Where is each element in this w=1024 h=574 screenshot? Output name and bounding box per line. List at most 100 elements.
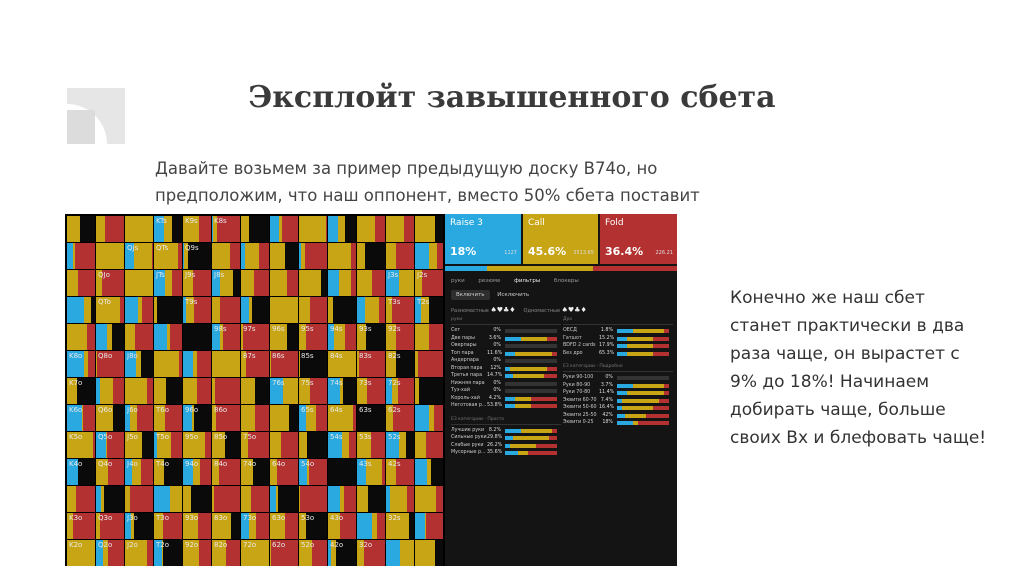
hand-cell[interactable]: 43s: [357, 459, 386, 486]
hand-cell[interactable]: 84s: [328, 351, 357, 378]
hand-cell[interactable]: [67, 216, 96, 243]
hand-cell[interactable]: K6o: [67, 405, 96, 432]
hand-cell[interactable]: 97s: [241, 324, 270, 351]
stats-row[interactable]: Оверпары 0%: [451, 342, 561, 350]
hand-cell[interactable]: [125, 486, 154, 513]
hand-cell[interactable]: Q2o: [96, 540, 125, 566]
hand-cell[interactable]: [212, 243, 241, 270]
suit-icons-suited[interactable]: ♠♥♣♦: [561, 306, 587, 314]
stats-row[interactable]: Без дро 65.3%: [563, 350, 673, 358]
hand-cell[interactable]: [328, 270, 357, 297]
hand-cell[interactable]: Q3o: [96, 513, 125, 540]
hand-cell[interactable]: [154, 351, 183, 378]
hand-cell[interactable]: 52s: [386, 432, 415, 459]
hand-cell[interactable]: [386, 216, 415, 243]
hand-cell[interactable]: [125, 297, 154, 324]
hand-cell[interactable]: J3s: [386, 270, 415, 297]
hand-cell[interactable]: T9s: [183, 297, 212, 324]
hand-cell[interactable]: J8o: [125, 351, 154, 378]
hand-cell[interactable]: 42s: [386, 459, 415, 486]
stats-row[interactable]: Гатшот 15.2%: [563, 335, 673, 343]
hand-cell[interactable]: [241, 486, 270, 513]
hand-cell[interactable]: [183, 486, 212, 513]
hand-cell[interactable]: QTs: [154, 243, 183, 270]
hand-cell[interactable]: [415, 513, 444, 540]
hand-cell[interactable]: 75s: [299, 378, 328, 405]
stats-row[interactable]: Вторая пара 12%: [451, 365, 561, 373]
hand-cell[interactable]: 83o: [212, 513, 241, 540]
hand-cell[interactable]: 62o: [270, 540, 299, 566]
tab-filters[interactable]: фильтры: [514, 278, 541, 284]
hand-cell[interactable]: [241, 216, 270, 243]
hand-cell[interactable]: T3s: [386, 297, 415, 324]
stats-row[interactable]: Эквити 0-25 18%: [563, 419, 673, 427]
stats-row[interactable]: Топ пара 11.6%: [451, 350, 561, 358]
hand-cell[interactable]: Q4o: [96, 459, 125, 486]
hand-cell[interactable]: T3o: [154, 513, 183, 540]
hand-cell[interactable]: [328, 216, 357, 243]
hand-cell[interactable]: 52o: [299, 540, 328, 566]
hand-cell[interactable]: [96, 324, 125, 351]
hand-cell[interactable]: [299, 216, 328, 243]
hand-cell[interactable]: 43o: [328, 513, 357, 540]
stats-row[interactable]: BDFD 2 cards 17.9%: [563, 342, 673, 350]
hand-cell[interactable]: 83s: [357, 351, 386, 378]
hand-cell[interactable]: 96s: [270, 324, 299, 351]
hand-cell[interactable]: Q5o: [96, 432, 125, 459]
hand-cell[interactable]: K5o: [67, 432, 96, 459]
hand-cell[interactable]: 92o: [183, 540, 212, 566]
stats-row[interactable]: Неготовая р... 53.8%: [451, 402, 561, 410]
hand-cell[interactable]: [212, 378, 241, 405]
stats-row[interactable]: Руки 90-100 0%: [563, 374, 673, 382]
hand-cell[interactable]: 76s: [270, 378, 299, 405]
hand-cell[interactable]: [357, 297, 386, 324]
hand-cell[interactable]: T6o: [154, 405, 183, 432]
hand-cell[interactable]: [357, 513, 386, 540]
hand-cell[interactable]: 63s: [357, 405, 386, 432]
hand-cell[interactable]: [241, 243, 270, 270]
hand-cell[interactable]: [125, 324, 154, 351]
hand-cell[interactable]: J4o: [125, 459, 154, 486]
hand-cell[interactable]: [96, 486, 125, 513]
hand-cell[interactable]: [67, 486, 96, 513]
hand-cell[interactable]: 54s: [328, 432, 357, 459]
stats-row[interactable]: Третья пара 14.7%: [451, 372, 561, 380]
hand-cell[interactable]: 63o: [270, 513, 299, 540]
hand-cell[interactable]: Q9s: [183, 243, 212, 270]
stats-row[interactable]: Эквити 25-50 42%: [563, 412, 673, 420]
hand-cell[interactable]: QJs: [125, 243, 154, 270]
hand-cell[interactable]: K9s: [183, 216, 212, 243]
hand-cell[interactable]: [270, 243, 299, 270]
hand-cell[interactable]: [328, 486, 357, 513]
hand-cell[interactable]: 96o: [183, 405, 212, 432]
hand-cell[interactable]: [415, 216, 444, 243]
hand-cell[interactable]: 64s: [328, 405, 357, 432]
hand-cell[interactable]: [212, 486, 241, 513]
stats-row[interactable]: Мусорные р... 35.6%: [451, 449, 561, 457]
hand-cell[interactable]: 62s: [386, 405, 415, 432]
hand-cell[interactable]: [212, 351, 241, 378]
hand-cell[interactable]: 86o: [212, 405, 241, 432]
hand-cell[interactable]: [212, 297, 241, 324]
hand-cell[interactable]: [270, 432, 299, 459]
hand-cell[interactable]: 95o: [183, 432, 212, 459]
hand-cell[interactable]: [270, 405, 299, 432]
hand-cell[interactable]: [67, 324, 96, 351]
hand-cell[interactable]: [415, 243, 444, 270]
stats-row[interactable]: Две пары 3.6%: [451, 335, 561, 343]
hand-cell[interactable]: [386, 540, 415, 566]
hand-cell[interactable]: [415, 324, 444, 351]
hand-cell[interactable]: K8s: [212, 216, 241, 243]
stats-row[interactable]: Эквити 60-70 7.4%: [563, 397, 673, 405]
hand-cell[interactable]: 75o: [241, 432, 270, 459]
hand-cell[interactable]: 92s: [386, 324, 415, 351]
hand-cell[interactable]: T2o: [154, 540, 183, 566]
hand-cell[interactable]: [154, 324, 183, 351]
hand-cell[interactable]: 72s: [386, 378, 415, 405]
hand-cell[interactable]: J3o: [125, 513, 154, 540]
hand-cell[interactable]: Q8o: [96, 351, 125, 378]
hand-cell[interactable]: 42o: [328, 540, 357, 566]
suit-icons[interactable]: ♠♥♣♦: [490, 306, 516, 314]
hand-cell[interactable]: 95s: [299, 324, 328, 351]
hand-cell[interactable]: Q6o: [96, 405, 125, 432]
